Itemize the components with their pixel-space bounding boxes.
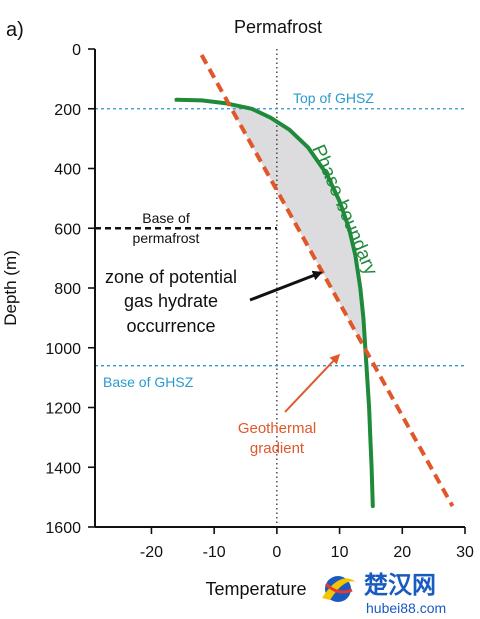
y-tick-label-5: 1000 (45, 341, 81, 358)
watermark-name: 楚汉网 (364, 572, 436, 599)
base-permafrost-label-2: permafrost (133, 230, 200, 246)
chart-title: Permafrost (234, 17, 322, 37)
x-tick-label-1: -10 (203, 544, 226, 561)
y-tick-label-4: 800 (54, 281, 81, 298)
site-logo: 楚汉网 hubei88.com (322, 572, 446, 616)
base-permafrost-label-1: Base of (142, 210, 190, 226)
zone-label-3: occurrence (126, 316, 215, 336)
geothermal-label-2: gradient (250, 440, 305, 457)
zone-label-2: gas hydrate (124, 291, 218, 311)
x-tick-label-3: 10 (331, 544, 349, 561)
geothermal-label-1: Geothermal (238, 420, 316, 437)
series-line-1 (199, 54, 455, 508)
x-tick-label-2: 0 (272, 544, 281, 561)
logo-swoosh-icon (322, 578, 356, 600)
y-axis-label: Depth (m) (1, 250, 20, 326)
geothermal-arrow (284, 353, 341, 413)
watermark-url: hubei88.com (366, 600, 446, 616)
top-ghsz-label: Top of GHSZ (293, 90, 374, 106)
zone-label-1: zone of potential (105, 267, 237, 287)
y-tick-label-2: 400 (54, 162, 81, 179)
x-axis-label: Temperature (205, 579, 306, 599)
series-line-0 (174, 97, 375, 509)
x-tick-label-5: 30 (456, 544, 474, 561)
y-tick-label-0: 0 (72, 42, 81, 59)
y-tick-label-1: 200 (54, 102, 81, 119)
y-tick-label-7: 1400 (45, 460, 81, 477)
y-tick-label-6: 1200 (45, 401, 81, 418)
base-ghsz-label: Base of GHSZ (103, 374, 194, 390)
x-tick-label-4: 20 (393, 544, 411, 561)
x-tick-label-0: -20 (140, 544, 163, 561)
y-tick-label-8: 1600 (45, 520, 81, 537)
panel-label: a) (6, 19, 24, 41)
zone-arrow (249, 270, 323, 302)
y-tick-label-3: 600 (54, 221, 81, 238)
